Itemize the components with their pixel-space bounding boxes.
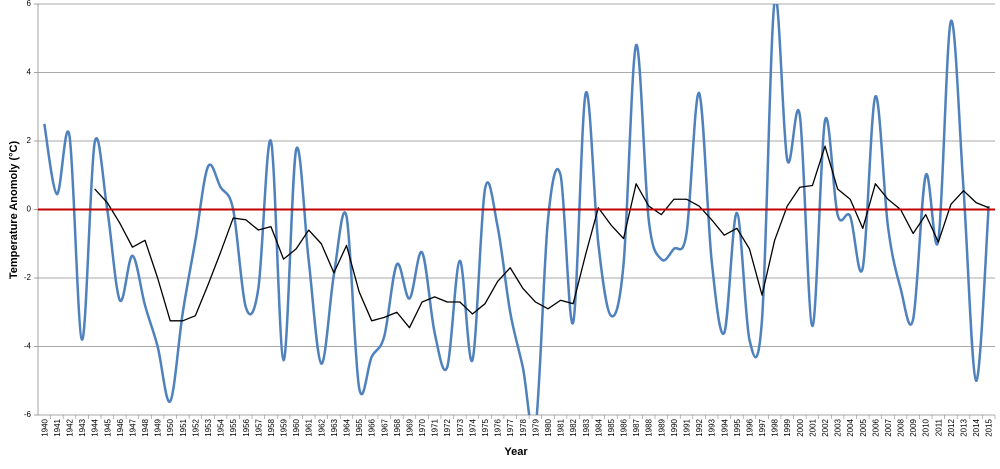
x-tick-label: 1995 bbox=[733, 418, 742, 436]
x-tick-label: 1989 bbox=[657, 418, 666, 436]
series-line bbox=[43, 4, 990, 415]
x-tick-label: 1962 bbox=[317, 418, 326, 436]
x-tick-label: 1970 bbox=[418, 418, 427, 436]
x-tick-label: 1946 bbox=[116, 418, 125, 436]
x-tick-label: 2009 bbox=[909, 418, 918, 436]
x-tick-label: 1991 bbox=[682, 418, 691, 436]
x-tick-label: 1947 bbox=[128, 418, 137, 436]
x-tick-label: 1958 bbox=[267, 418, 276, 436]
y-tick-label: 6 bbox=[27, 0, 32, 8]
y-axis-title: Temperature Anomoly (°C) bbox=[8, 141, 20, 280]
x-tick-label: 1948 bbox=[141, 418, 150, 436]
x-tick-label: 2014 bbox=[972, 418, 981, 436]
x-tick-label: 1997 bbox=[758, 418, 767, 436]
x-tick-label: 1957 bbox=[254, 418, 263, 436]
x-tick-label: 2003 bbox=[834, 418, 843, 436]
x-tick-label: 1971 bbox=[431, 418, 440, 436]
x-tick-label: 1975 bbox=[481, 418, 490, 436]
x-tick-label: 2013 bbox=[960, 418, 969, 436]
x-tick-label: 2008 bbox=[897, 418, 906, 436]
x-tick-label: 1968 bbox=[393, 418, 402, 436]
x-tick-label: 1964 bbox=[343, 418, 352, 436]
x-tick-label: 1987 bbox=[632, 418, 641, 436]
x-tick-label: 1955 bbox=[229, 418, 238, 436]
x-tick-label: 1988 bbox=[645, 418, 654, 436]
x-tick-label: 1986 bbox=[620, 418, 629, 436]
y-tick-label: -4 bbox=[24, 342, 32, 351]
x-tick-label: 1965 bbox=[355, 418, 364, 436]
y-tick-label: -6 bbox=[24, 410, 32, 419]
x-tick-label: 1940 bbox=[40, 418, 49, 436]
x-tick-label: 1951 bbox=[179, 418, 188, 436]
x-tick-label: 1990 bbox=[670, 418, 679, 436]
x-axis-title: Year bbox=[504, 446, 528, 458]
x-tick-label: 1966 bbox=[368, 418, 377, 436]
x-tick-label: 2000 bbox=[796, 418, 805, 436]
x-tick-label: 1981 bbox=[557, 418, 566, 436]
x-tick-label: 1974 bbox=[468, 418, 477, 436]
x-tick-label: 2001 bbox=[808, 418, 817, 436]
x-tick-label: 1944 bbox=[91, 418, 100, 436]
x-tick-label: 1950 bbox=[166, 418, 175, 436]
x-tick-label: 1983 bbox=[582, 418, 591, 436]
x-tick-label: 1984 bbox=[594, 418, 603, 436]
x-tick-label: 1953 bbox=[204, 418, 213, 436]
x-tick-label: 1980 bbox=[544, 418, 553, 436]
y-tick-label: 4 bbox=[27, 68, 32, 77]
x-tick-label: 1982 bbox=[569, 418, 578, 436]
x-tick-label: 1992 bbox=[695, 418, 704, 436]
x-tick-label: 1978 bbox=[519, 418, 528, 436]
x-tick-label: 1956 bbox=[242, 418, 251, 436]
x-tick-label: 2007 bbox=[884, 418, 893, 436]
x-tick-label: 1994 bbox=[720, 418, 729, 436]
x-tick-label: 1941 bbox=[53, 418, 62, 436]
x-tick-label: 1949 bbox=[154, 418, 163, 436]
series-line bbox=[94, 145, 989, 329]
x-tick-label: 2010 bbox=[922, 418, 931, 436]
x-tick-label: 1993 bbox=[708, 418, 717, 436]
y-tick-label: 0 bbox=[27, 205, 32, 214]
x-tick-label: 2004 bbox=[846, 418, 855, 436]
y-tick-label: -2 bbox=[24, 273, 32, 282]
x-tick-label: 1954 bbox=[217, 418, 226, 436]
x-tick-label: 1973 bbox=[456, 418, 465, 436]
plot-area bbox=[43, 4, 990, 415]
x-tick-label: 1999 bbox=[783, 418, 792, 436]
x-tick-label: 1998 bbox=[771, 418, 780, 436]
x-tick-label: 1996 bbox=[745, 418, 754, 436]
x-tick-label: 2015 bbox=[985, 418, 994, 436]
x-tick-label: 2006 bbox=[871, 418, 880, 436]
x-tick-label: 2005 bbox=[859, 418, 868, 436]
x-tick-label: 1969 bbox=[405, 418, 414, 436]
x-tick-label: 1985 bbox=[607, 418, 616, 436]
x-tick-label: 1945 bbox=[103, 418, 112, 436]
x-tick-label: 1967 bbox=[380, 418, 389, 436]
x-tick-label: 1942 bbox=[65, 418, 74, 436]
x-tick-label: 2011 bbox=[934, 418, 943, 436]
x-tick-label: 1943 bbox=[78, 418, 87, 436]
x-tick-label: 1963 bbox=[330, 418, 339, 436]
x-tick-label: 1959 bbox=[280, 418, 289, 436]
x-tick-label: 2002 bbox=[821, 418, 830, 436]
x-tick-label: 1961 bbox=[305, 418, 314, 436]
x-tick-label: 1979 bbox=[531, 418, 540, 436]
x-tick-label: 1976 bbox=[494, 418, 503, 436]
x-tick-label: 2012 bbox=[947, 418, 956, 436]
x-tick-label: 1952 bbox=[191, 418, 200, 436]
x-tick-label: 1972 bbox=[443, 418, 452, 436]
x-tick-label: 1960 bbox=[292, 418, 301, 436]
y-tick-label: 2 bbox=[27, 136, 32, 145]
x-tick-label: 1977 bbox=[506, 418, 515, 436]
